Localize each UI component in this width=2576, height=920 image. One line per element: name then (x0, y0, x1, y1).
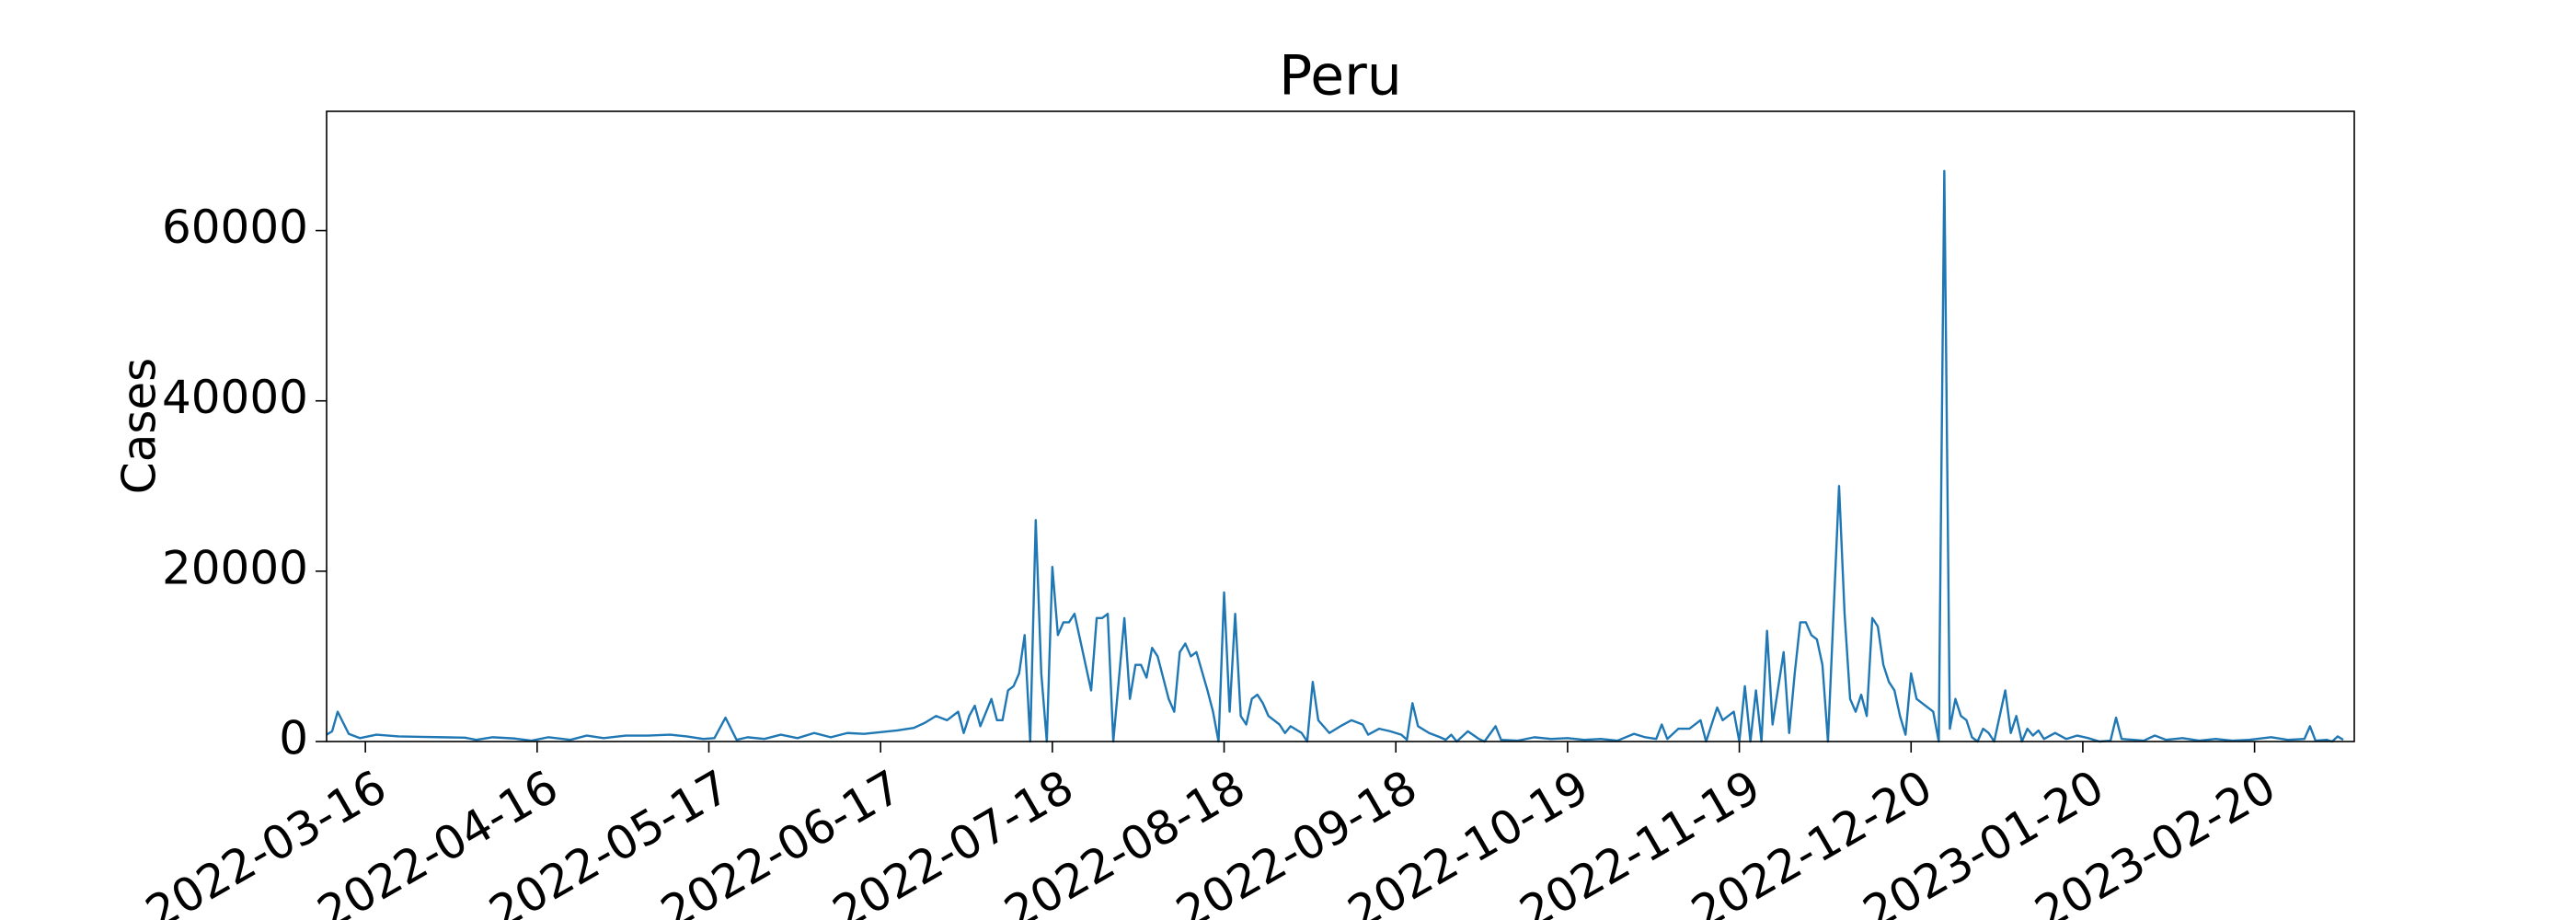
y-tick-label: 60000 (162, 201, 308, 254)
chart-title: Peru (1279, 44, 1402, 109)
y-tick-label: 20000 (162, 541, 308, 594)
plot-frame (326, 110, 2355, 742)
y-axis-label: Cases (113, 358, 167, 494)
data-line (326, 169, 2344, 743)
y-tick-label: 0 (279, 712, 308, 765)
y-tick-label: 40000 (162, 371, 308, 424)
